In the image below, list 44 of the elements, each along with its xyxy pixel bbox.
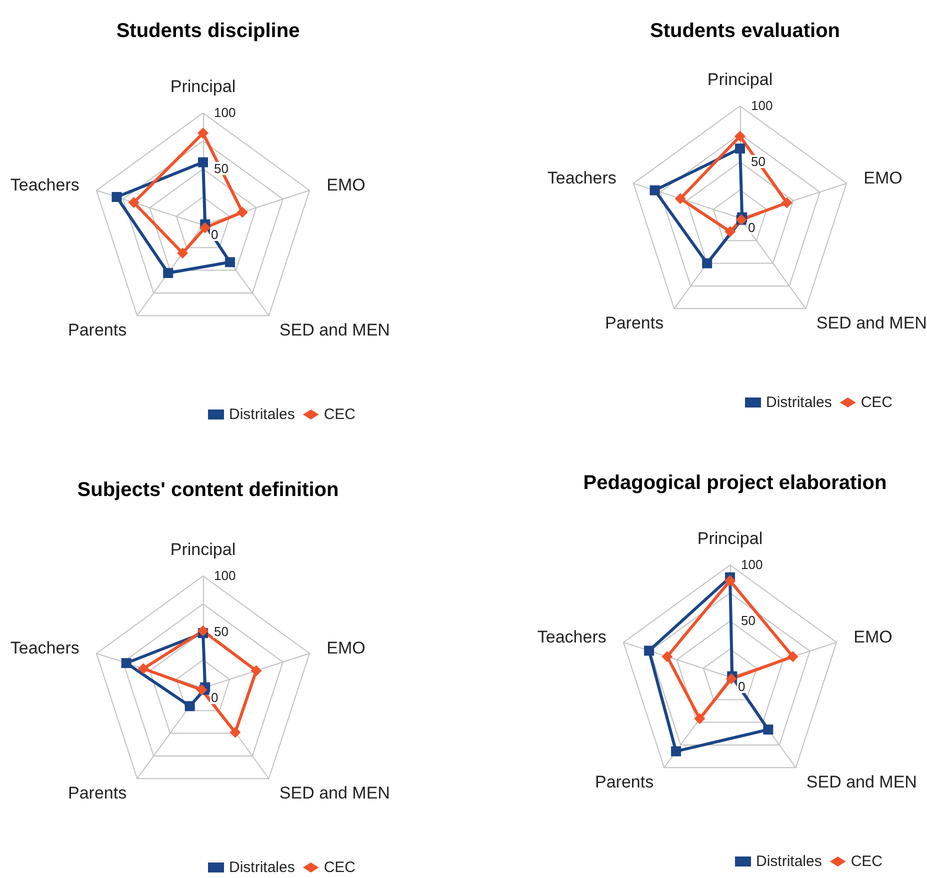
y-tick-label: 50 — [751, 154, 766, 169]
y-tick-label: 0 — [211, 690, 218, 705]
chart-title: Students discipline — [116, 20, 300, 42]
spoke-label: Principal — [697, 529, 763, 548]
spoke-label: EMO — [854, 627, 892, 646]
spoke-label: Parents — [68, 784, 127, 803]
legend-label: CEC — [860, 394, 893, 411]
y-tick-label: 0 — [211, 227, 218, 242]
legend-label: CEC — [324, 859, 356, 876]
spoke-label: Teachers — [547, 168, 616, 188]
spoke-label: EMO — [864, 168, 902, 188]
spoke-label: Parents — [604, 314, 664, 333]
spoke-label: Teachers — [10, 638, 80, 658]
chart-title: Pedagogical project elaboration — [583, 472, 887, 494]
spoke-label: SED and MEN — [279, 784, 390, 803]
y-tick-label: 50 — [214, 624, 228, 639]
spoke-label: Principal — [707, 70, 773, 89]
spoke-label: Teachers — [537, 627, 606, 646]
legend-label: Distritales — [229, 859, 295, 876]
spoke-label: SED and MEN — [816, 314, 927, 333]
spoke-label: SED and MEN — [279, 320, 390, 340]
spoke-label: Parents — [594, 772, 654, 792]
y-tick-label: 0 — [748, 220, 756, 235]
y-tick-label: 50 — [741, 613, 756, 628]
spoke-label: EMO — [326, 175, 366, 194]
chart-title: Students evaluation — [650, 20, 840, 42]
y-tick-label: 100 — [214, 568, 236, 583]
spoke-label: EMO — [326, 638, 366, 658]
legend-label: CEC — [850, 853, 883, 870]
legend-label: Distritales — [766, 394, 832, 411]
spoke-label: Principal — [170, 77, 236, 96]
y-tick-label: 0 — [738, 679, 746, 694]
spoke-label: Parents — [68, 320, 127, 340]
spoke-label: Teachers — [10, 175, 80, 194]
spoke-label: SED and MEN — [806, 772, 917, 792]
legend-label: Distritales — [756, 853, 822, 870]
chart-title: Subjects' content definition — [77, 479, 339, 501]
y-tick-label: 50 — [214, 161, 228, 176]
y-tick-label: 100 — [751, 98, 773, 113]
spoke-label: Principal — [170, 540, 236, 559]
legend-label: CEC — [324, 406, 356, 423]
y-tick-label: 100 — [741, 557, 763, 572]
y-tick-label: 100 — [214, 105, 236, 120]
legend-label: Distritales — [229, 406, 295, 423]
